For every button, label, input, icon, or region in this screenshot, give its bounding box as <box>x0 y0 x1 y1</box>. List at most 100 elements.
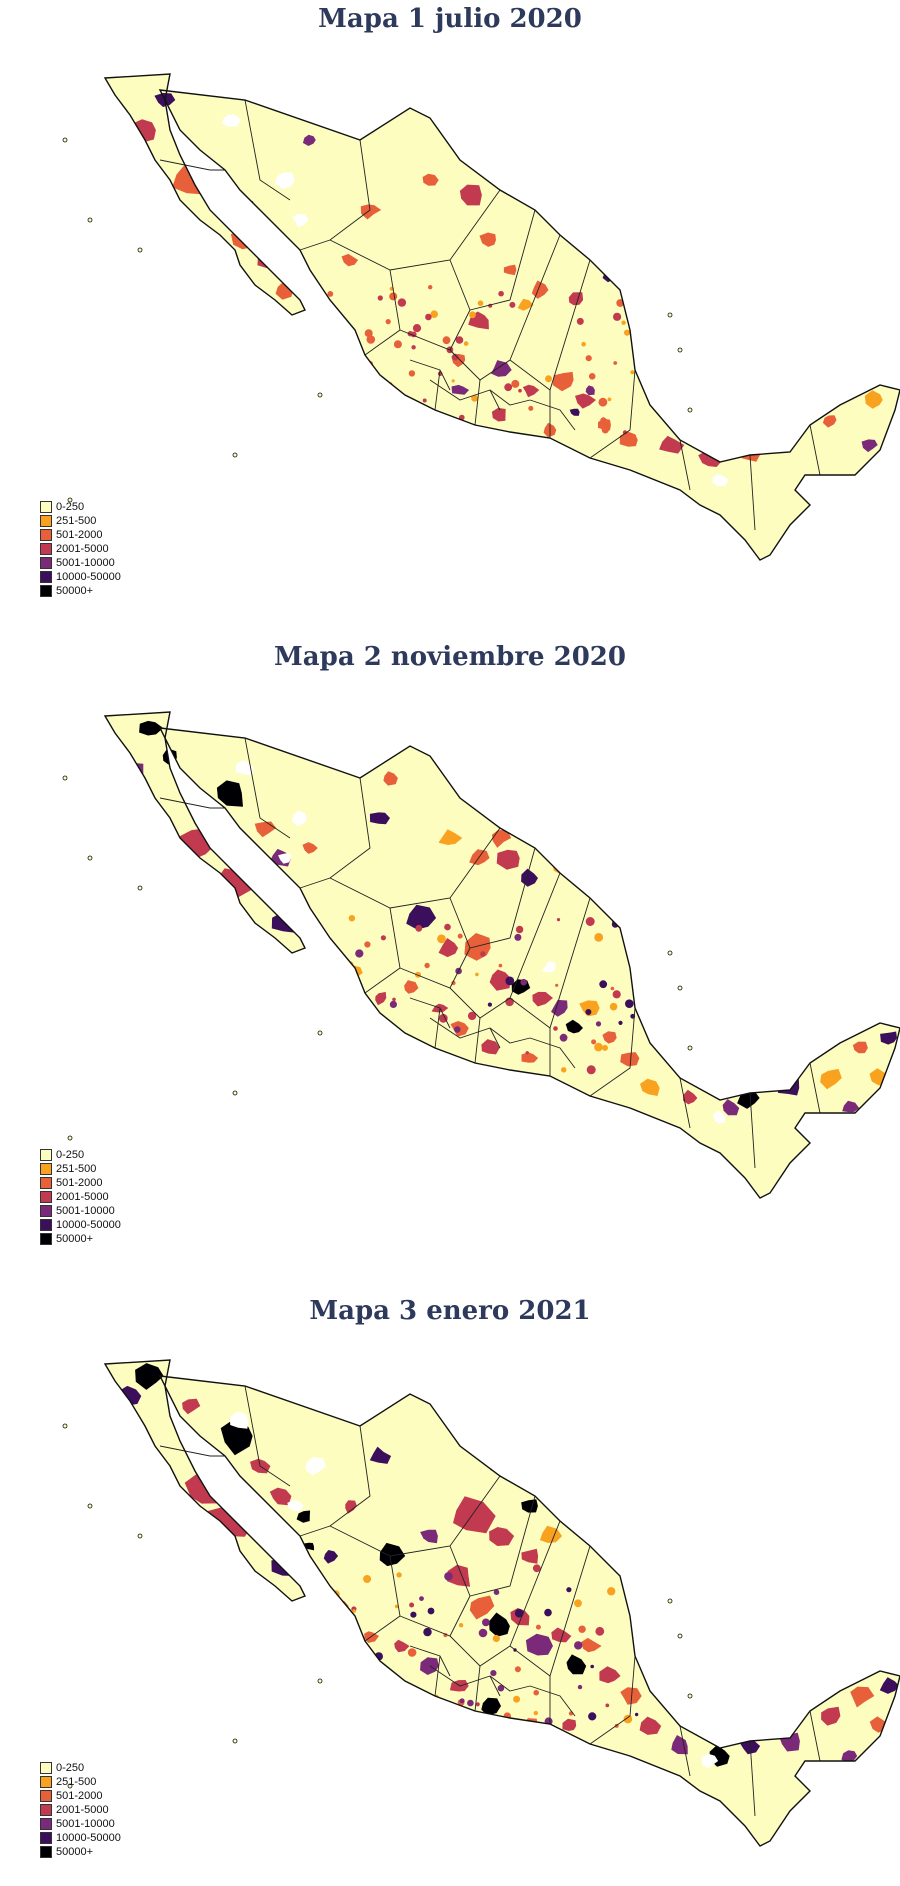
state-border <box>749 1740 756 1817</box>
municipality-area <box>545 375 552 383</box>
municipality-area <box>139 720 164 736</box>
municipality-area <box>451 384 470 395</box>
legend-swatch <box>40 1149 52 1161</box>
municipality-area <box>565 1019 583 1034</box>
legend-label: 251-500 <box>56 1163 97 1175</box>
municipality-area <box>544 1608 552 1617</box>
state-border <box>474 1017 481 1064</box>
state-border <box>679 1077 691 1129</box>
state-border <box>429 1017 501 1049</box>
municipality-area <box>478 1628 488 1638</box>
municipality-area <box>336 1615 342 1621</box>
mainland-region <box>160 728 900 1198</box>
municipality-area <box>412 324 422 333</box>
baja-peninsula-region <box>105 1360 305 1601</box>
municipality-area <box>375 991 387 1006</box>
legend-swatch <box>40 1818 52 1830</box>
municipality-area <box>451 353 459 361</box>
municipality-area <box>332 967 338 973</box>
municipality-area <box>591 1039 597 1045</box>
municipality-area <box>497 1684 505 1692</box>
municipality-area <box>348 915 356 922</box>
municipality-area <box>438 938 459 958</box>
legend-item: 251-500 <box>40 1162 121 1176</box>
legend-item: 5001-10000 <box>40 1817 121 1831</box>
municipality-area <box>852 1041 868 1054</box>
state-border <box>679 1725 691 1777</box>
legend-item: 10000-50000 <box>40 570 121 584</box>
legend-swatch <box>40 1804 52 1816</box>
legend-label: 2001-5000 <box>56 1804 109 1816</box>
municipality-area <box>578 1625 586 1633</box>
municipality-area <box>551 1627 572 1643</box>
municipality-area <box>394 1639 410 1653</box>
municipality-area <box>588 1712 597 1721</box>
municipality-area <box>105 1414 138 1455</box>
no-data-area <box>235 760 254 776</box>
municipality-area <box>393 340 402 349</box>
municipality-area <box>257 249 278 269</box>
municipality-area <box>477 300 484 306</box>
municipality-area <box>778 1076 800 1096</box>
state-border <box>474 1665 481 1712</box>
legend-item: 5001-10000 <box>40 1204 121 1218</box>
municipality-area <box>327 291 334 297</box>
state-border <box>329 189 501 271</box>
municipality-area <box>428 285 433 290</box>
legend-swatch <box>40 1205 52 1217</box>
municipality-area <box>566 1587 572 1593</box>
legend-label: 251-500 <box>56 1776 97 1788</box>
municipality-area <box>345 1500 357 1514</box>
municipality-area <box>577 1684 583 1690</box>
map-title: Mapa 2 noviembre 2020 <box>274 642 626 672</box>
legend-item: 10000-50000 <box>40 1831 121 1845</box>
municipality-area <box>569 408 580 416</box>
legend-label: 10000-50000 <box>56 1219 121 1231</box>
municipality-area <box>576 317 584 325</box>
municipality-area <box>411 345 416 350</box>
municipality-area <box>366 335 376 344</box>
municipality-area <box>425 313 432 321</box>
island <box>677 347 683 353</box>
legend-swatch <box>40 1762 52 1774</box>
legend-swatch <box>40 529 52 541</box>
municipality-area <box>371 383 378 390</box>
state-border <box>489 1027 531 1044</box>
municipality-area <box>525 1051 529 1055</box>
municipality-area <box>533 1710 538 1716</box>
municipality-area <box>409 1602 415 1608</box>
municipality-area <box>683 1089 698 1105</box>
municipality-area <box>269 1487 292 1506</box>
municipality-area <box>535 1624 541 1630</box>
municipality-area <box>623 1112 637 1124</box>
municipality-area <box>599 980 608 989</box>
municipality-area <box>505 976 515 986</box>
municipality-area <box>522 384 540 398</box>
municipality-area <box>406 904 437 930</box>
municipality-area <box>420 1529 438 1544</box>
municipality-area <box>463 341 469 346</box>
municipality-area <box>385 319 391 325</box>
map-title: Mapa 1 julio 2020 <box>318 4 582 34</box>
municipality-area <box>404 980 419 994</box>
municipality-area <box>580 1637 602 1653</box>
island <box>667 950 673 956</box>
municipality-area <box>451 379 455 383</box>
municipality-area <box>467 1011 477 1021</box>
municipality-area <box>532 991 553 1007</box>
municipality-area <box>271 1554 297 1576</box>
municipality-area <box>822 415 837 428</box>
no-data-area <box>275 172 295 189</box>
island <box>67 497 73 503</box>
municipality-area <box>343 1687 349 1693</box>
legend-item: 10000-50000 <box>40 1218 121 1232</box>
municipality-area <box>392 997 396 1002</box>
legend-label: 0-250 <box>56 501 85 513</box>
municipality-area <box>364 329 373 338</box>
legend-swatch <box>40 1832 52 1844</box>
legend-label: 10000-50000 <box>56 571 121 583</box>
municipality-area <box>553 1026 558 1031</box>
mexico-choropleth-map <box>62 1359 900 1847</box>
legend-item: 501-2000 <box>40 1176 121 1190</box>
municipality-area <box>532 1564 541 1573</box>
